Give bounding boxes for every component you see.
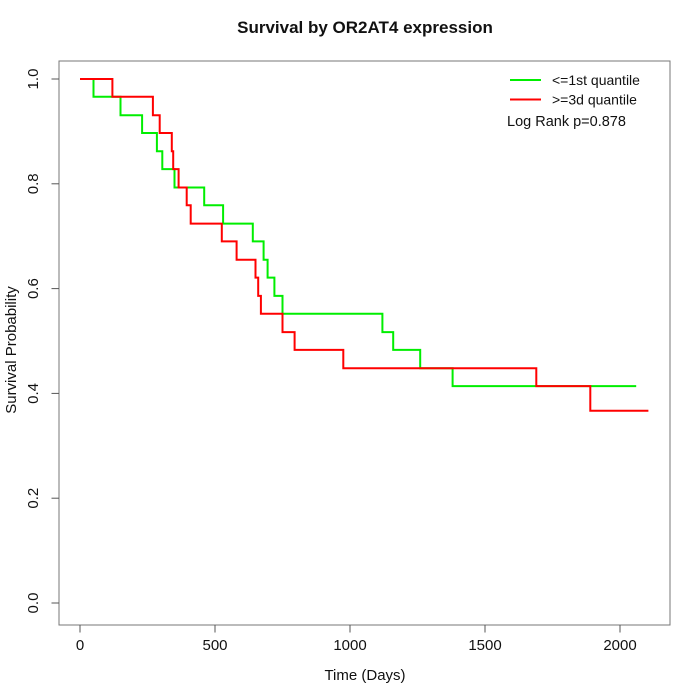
x-tick-label: 1500 <box>468 637 501 654</box>
legend-label-red: >=3d quantile <box>552 92 637 108</box>
y-tick-label: 0.4 <box>25 383 42 404</box>
plot-border <box>58 60 671 626</box>
y-tick-label: 0.8 <box>25 173 42 194</box>
x-axis-ticks: 0 500 1000 1500 2000 <box>76 625 637 654</box>
legend: <=1st quantile >=3d quantile Log Rank p=… <box>507 72 640 130</box>
logrank-pvalue-text: Log Rank p=0.878 <box>507 114 626 130</box>
km-curve-green <box>80 78 637 388</box>
km-curve-red <box>80 78 649 412</box>
y-tick-label: 0.0 <box>25 593 42 614</box>
x-axis-label: Time (Days) <box>324 667 405 684</box>
x-tick-label: 2000 <box>603 637 636 654</box>
legend-label-green: <=1st quantile <box>552 72 640 88</box>
y-axis-label: Survival Probability <box>3 286 20 414</box>
plot-title: Survival by OR2AT4 expression <box>237 18 493 37</box>
x-tick-label: 0 <box>76 637 84 654</box>
survival-curves <box>80 78 649 412</box>
y-tick-label: 1.0 <box>25 69 42 90</box>
y-tick-label: 0.2 <box>25 488 42 509</box>
x-tick-label: 500 <box>202 637 227 654</box>
y-tick-label: 0.6 <box>25 278 42 299</box>
y-axis-ticks: 0.0 0.2 0.4 0.6 0.8 1.0 <box>25 69 59 614</box>
x-tick-label: 1000 <box>333 637 366 654</box>
